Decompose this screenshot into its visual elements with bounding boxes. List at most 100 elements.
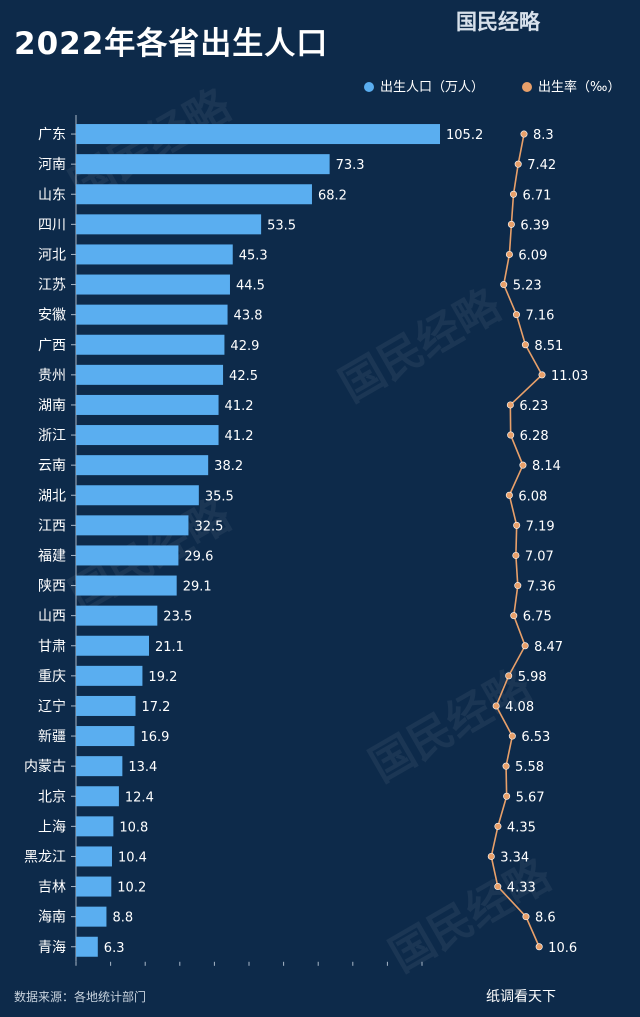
rate-point <box>502 762 510 770</box>
bar-value-label: 13.4 <box>128 760 157 775</box>
category-label: 上海 <box>38 819 66 835</box>
rate-point <box>512 551 520 559</box>
bar <box>76 244 233 265</box>
bar-value-label: 23.5 <box>163 610 192 625</box>
rate-value-label: 3.34 <box>500 850 529 865</box>
bar-value-label: 10.8 <box>119 820 148 835</box>
bar <box>76 545 179 566</box>
category-label: 青海 <box>38 940 66 956</box>
rate-point <box>508 732 516 740</box>
rate-value-label: 6.28 <box>520 429 549 444</box>
category-label: 山东 <box>38 187 66 203</box>
bar <box>76 726 135 747</box>
rate-point <box>500 281 508 289</box>
bar-value-label: 38.2 <box>214 459 243 474</box>
brand-logo: 国民经略 <box>456 9 540 34</box>
bar <box>76 394 219 415</box>
rate-point <box>494 822 502 830</box>
legend-item-bar: 出生人口（万人） <box>364 76 484 95</box>
bar-value-label: 42.9 <box>230 339 259 354</box>
category-label: 甘肃 <box>38 639 66 655</box>
rate-point <box>512 311 520 319</box>
category-label: 湖北 <box>38 488 66 504</box>
rate-value-label: 5.98 <box>518 670 547 685</box>
rate-point <box>487 852 495 860</box>
legend-dot-bar <box>364 82 374 92</box>
bar <box>76 756 123 777</box>
bar <box>76 695 136 716</box>
rate-point <box>538 371 546 379</box>
rate-value-label: 8.47 <box>534 640 563 655</box>
rate-point <box>513 521 521 529</box>
category-label: 广西 <box>38 338 66 354</box>
rate-point <box>535 943 543 951</box>
rate-point <box>503 792 511 800</box>
bar-value-label: 41.2 <box>225 429 254 444</box>
rate-point <box>520 130 528 138</box>
bar-value-label: 17.2 <box>142 700 171 715</box>
rate-value-label: 7.07 <box>525 549 554 564</box>
rate-value-label: 7.42 <box>527 158 556 173</box>
bar <box>76 515 189 536</box>
bar <box>76 184 312 205</box>
rate-value-label: 6.09 <box>518 248 547 263</box>
rate-value-label: 6.23 <box>519 399 548 414</box>
category-label: 内蒙古 <box>24 759 66 775</box>
bar-value-label: 68.2 <box>318 188 347 203</box>
rate-value-label: 5.23 <box>513 279 542 294</box>
bar-value-label: 6.3 <box>104 941 125 956</box>
bar <box>76 364 224 385</box>
rate-value-label: 8.6 <box>535 911 556 926</box>
category-label: 福建 <box>38 548 66 564</box>
rate-value-label: 6.75 <box>523 610 552 625</box>
rate-point <box>522 913 530 921</box>
rate-point <box>505 250 513 258</box>
category-label: 黑龙江 <box>24 849 66 865</box>
rate-value-label: 8.14 <box>532 459 561 474</box>
rate-value-label: 10.6 <box>548 941 577 956</box>
bar-value-label: 29.1 <box>183 580 212 595</box>
data-source: 数据来源：各地统计部门 <box>14 990 147 1004</box>
category-label: 辽宁 <box>38 698 66 715</box>
category-label: 山西 <box>38 609 66 625</box>
legend-dot-line <box>522 82 532 92</box>
rate-value-label: 7.19 <box>526 519 555 534</box>
rate-value-label: 8.3 <box>533 128 554 143</box>
bar-value-label: 35.5 <box>205 489 234 504</box>
bar-value-label: 32.5 <box>194 519 223 534</box>
bar-value-label: 12.4 <box>125 790 154 805</box>
category-label: 四川 <box>38 217 66 233</box>
bar <box>76 455 209 476</box>
rate-point <box>494 883 502 891</box>
bar <box>76 334 225 355</box>
category-label: 河北 <box>38 247 66 263</box>
rate-point <box>519 461 527 469</box>
bar-value-label: 105.2 <box>446 128 483 143</box>
category-label: 安徽 <box>38 308 66 324</box>
bar-value-label: 45.3 <box>239 248 268 263</box>
bar <box>76 635 150 656</box>
rate-value-label: 6.71 <box>523 188 552 203</box>
bar <box>76 274 230 295</box>
bar <box>76 605 158 626</box>
rate-value-label: 7.16 <box>525 309 554 324</box>
category-label: 陕西 <box>38 579 66 595</box>
category-label: 云南 <box>38 458 66 474</box>
bar-value-label: 53.5 <box>267 218 296 233</box>
category-label: 河南 <box>38 157 66 173</box>
rate-point <box>492 702 500 710</box>
chart-title: 2022年各省出生人口 <box>14 26 329 62</box>
rate-point <box>505 672 513 680</box>
category-label: 北京 <box>38 789 66 805</box>
rate-point <box>510 612 518 620</box>
rate-value-label: 5.67 <box>516 790 545 805</box>
rate-point <box>514 582 522 590</box>
rate-value-label: 8.51 <box>534 339 563 354</box>
bar <box>76 425 219 446</box>
category-label: 浙江 <box>38 428 66 444</box>
rate-value-label: 5.58 <box>515 760 544 775</box>
bar-value-label: 8.8 <box>112 911 133 926</box>
bar <box>76 936 98 957</box>
category-label: 新疆 <box>38 729 66 745</box>
rate-value-label: 6.08 <box>518 489 547 504</box>
